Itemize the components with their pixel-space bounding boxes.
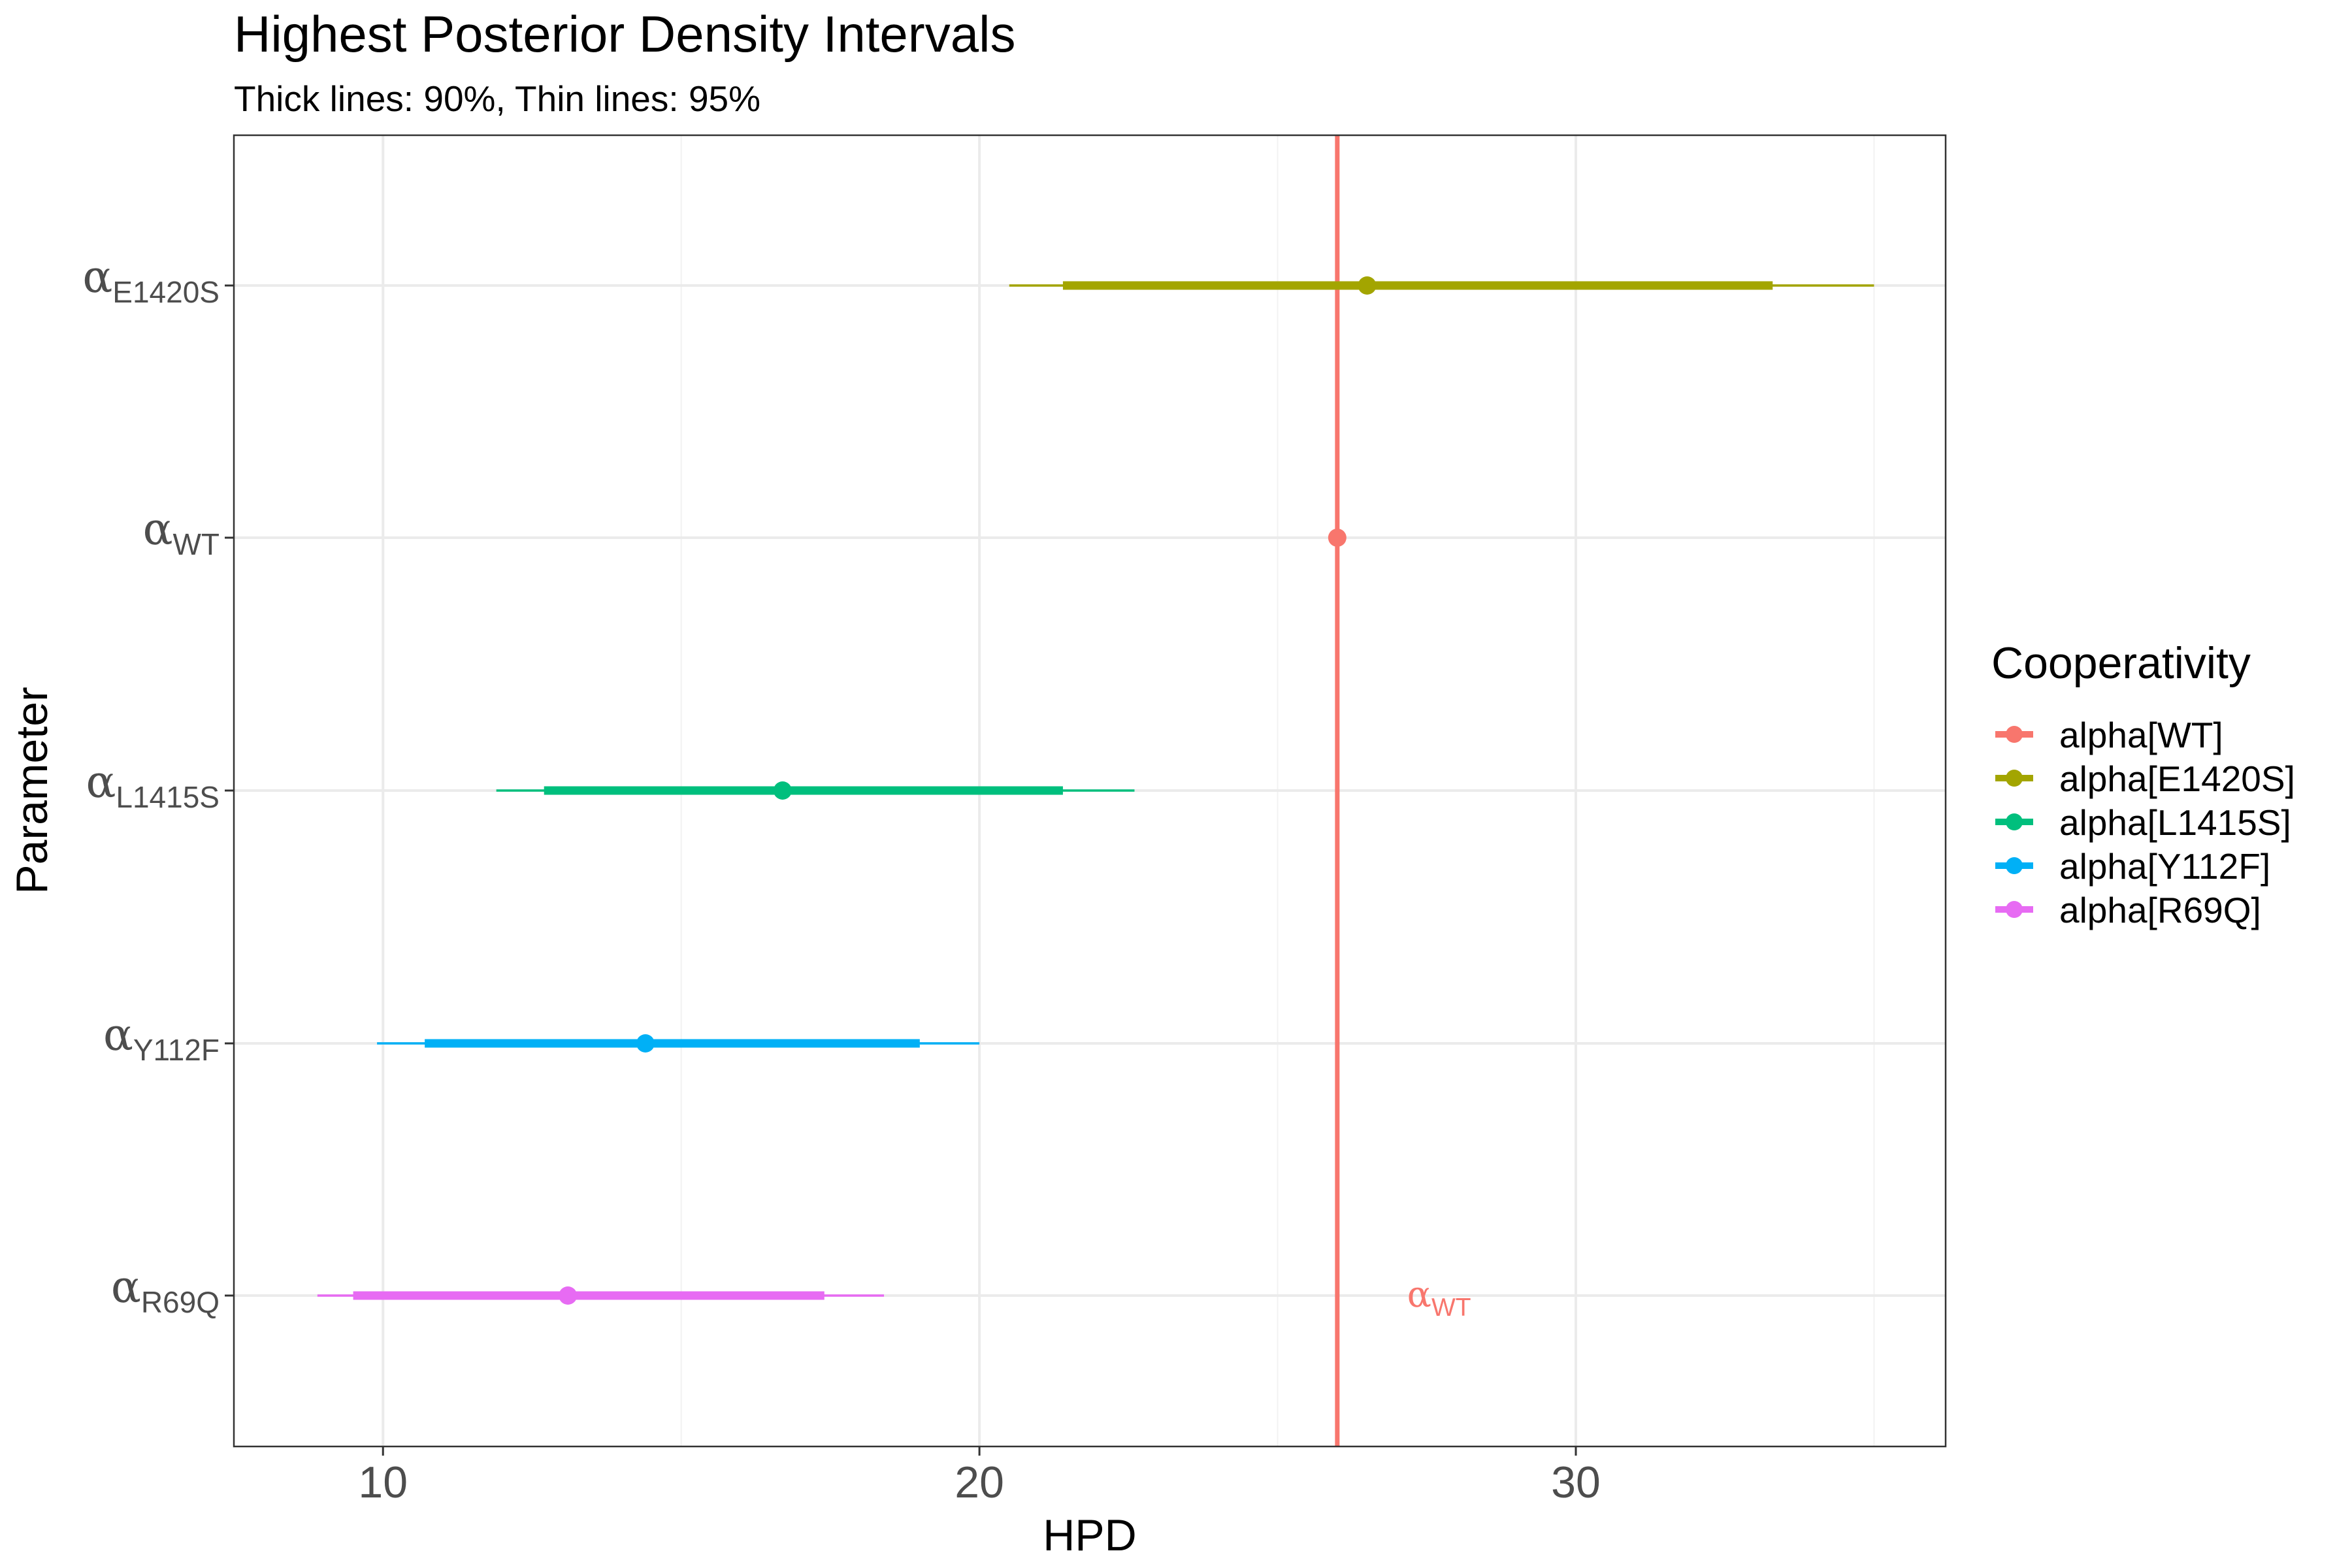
y-tick-label: αE1420S	[82, 252, 220, 309]
legend-item: alpha[L1415S]	[1995, 802, 2291, 843]
point-estimate	[773, 781, 792, 800]
y-tick-label: αWT	[143, 504, 220, 561]
interval-series	[317, 276, 1874, 1305]
legend-key-point	[2006, 726, 2023, 743]
y-axis-title: Parameter	[7, 687, 57, 894]
legend-label: alpha[WT]	[2059, 715, 2223, 755]
legend: Cooperativity alpha[WT]alpha[E1420S]alph…	[1991, 638, 2295, 930]
chart-subtitle: Thick lines: 90%, Thin lines: 95%	[234, 78, 760, 119]
point-estimate	[559, 1286, 578, 1305]
annotation-alpha-wt: αWT	[1407, 1273, 1471, 1322]
legend-label: alpha[Y112F]	[2059, 846, 2270, 887]
x-tick-label: 10	[358, 1458, 408, 1507]
point-estimate	[636, 1034, 655, 1053]
series-alpha-Y112F	[377, 1034, 980, 1053]
legend-label: alpha[R69Q]	[2059, 890, 2261, 930]
series-alpha-WT	[1328, 529, 1347, 547]
legend-items: alpha[WT]alpha[E1420S]alpha[L1415S]alpha…	[1995, 715, 2295, 930]
x-axis: 10 20 30	[358, 1446, 1601, 1507]
legend-title: Cooperativity	[1991, 638, 2251, 688]
y-tick-label: αL1415S	[86, 757, 220, 814]
y-axis: αE1420S αWT αL1415S αY112F αR69Q	[82, 252, 234, 1319]
annotation-layer: αWT	[1407, 1273, 1471, 1322]
series-alpha-R69Q	[317, 1286, 885, 1305]
legend-label: alpha[E1420S]	[2059, 759, 2295, 799]
x-tick-label: 20	[955, 1458, 1004, 1507]
point-estimate	[1358, 276, 1377, 295]
chart-title: Highest Posterior Density Intervals	[234, 5, 1015, 63]
legend-item: alpha[WT]	[1995, 715, 2223, 755]
legend-key-point	[2006, 901, 2023, 918]
series-alpha-E1420S	[1009, 276, 1874, 295]
point-estimate	[1328, 529, 1347, 547]
legend-item: alpha[R69Q]	[1995, 890, 2261, 930]
legend-item: alpha[E1420S]	[1995, 759, 2295, 799]
legend-key-point	[2006, 770, 2023, 787]
y-tick-label: αR69Q	[111, 1262, 220, 1319]
legend-item: alpha[Y112F]	[1995, 846, 2270, 887]
series-alpha-L1415S	[496, 781, 1135, 800]
x-tick-label: 30	[1551, 1458, 1601, 1507]
x-axis-title: HPD	[1043, 1511, 1137, 1560]
legend-key-point	[2006, 857, 2023, 874]
y-tick-label: αY112F	[103, 1009, 220, 1067]
legend-label: alpha[L1415S]	[2059, 802, 2291, 843]
legend-key-point	[2006, 813, 2023, 830]
